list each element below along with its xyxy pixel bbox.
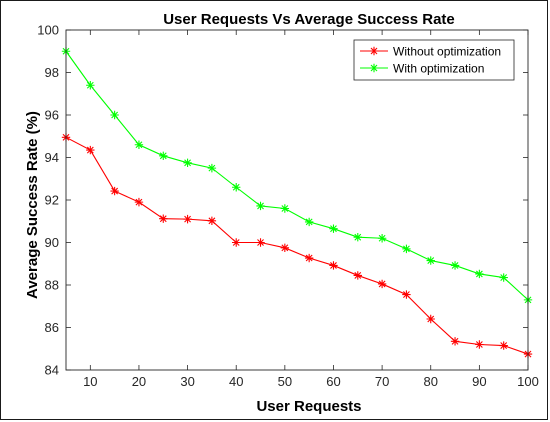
data-point-with-optimization [110, 110, 119, 120]
data-point-with-optimization [207, 163, 217, 173]
data-point-with-optimization [304, 217, 314, 227]
data-point-without-optimization [110, 186, 119, 196]
data-point-with-optimization [426, 256, 435, 265]
data-point-without-optimization [426, 314, 435, 324]
x-tick-label: 20 [132, 374, 146, 389]
data-point-with-optimization [329, 224, 338, 233]
data-point-with-optimization [86, 81, 95, 90]
data-point-with-optimization [353, 232, 362, 242]
series-line-without-optimization [65, 136, 529, 355]
data-point-without-optimization [402, 290, 411, 299]
x-axis-title: User Requests [256, 398, 361, 415]
data-point-without-optimization [280, 243, 290, 253]
data-point-without-optimization [232, 238, 241, 247]
data-point-without-optimization [134, 197, 144, 207]
data-point-with-optimization [159, 151, 168, 160]
x-tick-label: 30 [180, 374, 194, 389]
data-point-without-optimization [256, 238, 265, 247]
x-tick-label: 60 [326, 374, 340, 389]
legend-label-without-optimization: Without optimization [393, 44, 501, 58]
data-point-without-optimization [183, 214, 192, 224]
y-tick-label: 100 [37, 23, 59, 38]
legend-box [353, 39, 515, 81]
legend-marker-with-optimization [369, 63, 379, 73]
data-point-without-optimization [475, 340, 484, 349]
data-point-with-optimization [256, 201, 265, 211]
data-point-without-optimization [499, 341, 508, 350]
data-point-with-optimization [183, 158, 192, 168]
legend: Without optimization With optimization [353, 39, 515, 81]
data-point-without-optimization [207, 216, 217, 226]
data-point-without-optimization [86, 145, 95, 155]
data-point-without-optimization [353, 271, 362, 280]
data-point-with-optimization [232, 183, 241, 192]
x-tick-label: 100 [517, 374, 539, 389]
data-point-without-optimization [159, 214, 168, 223]
legend-marker-without-optimization [369, 46, 379, 56]
data-point-with-optimization [450, 261, 460, 270]
y-tick-label: 88 [45, 278, 59, 293]
x-tick-label: 40 [229, 374, 243, 389]
plot-area: 10 20 30 40 50 60 70 80 90 100 84 86 88 90 92 94 96 98 100 [37, 23, 539, 390]
y-tick-label: 86 [45, 320, 59, 335]
y-tick-label: 92 [45, 193, 59, 208]
data-point-with-optimization [280, 204, 290, 213]
data-point-with-optimization [134, 140, 144, 149]
data-point-without-optimization [377, 279, 387, 289]
x-tick-label: 80 [424, 374, 438, 389]
axes-box [65, 29, 529, 371]
data-point-with-optimization [377, 234, 387, 243]
series-line-with-optimization [65, 50, 529, 301]
legend-label-with-optimization: With optimization [393, 61, 484, 75]
data-point-without-optimization [450, 337, 460, 346]
y-tick-label: 94 [45, 150, 59, 165]
y-tick-label: 90 [45, 235, 59, 250]
x-tick-label: 10 [83, 374, 97, 389]
y-tick-label: 96 [45, 108, 59, 123]
data-point-without-optimization [304, 253, 314, 263]
data-point-with-optimization [475, 269, 484, 279]
x-tick-label: 70 [375, 374, 389, 389]
y-tick-label: 98 [45, 65, 59, 80]
y-tick-label: 84 [45, 363, 59, 378]
plot-background [66, 30, 528, 370]
data-point-without-optimization [329, 261, 338, 270]
chart-title: User Requests Vs Average Success Rate [163, 11, 455, 28]
x-tick-label: 90 [472, 374, 486, 389]
x-tick-label: 50 [278, 374, 292, 389]
data-point-with-optimization [402, 244, 411, 254]
y-axis-title: Average Success Rate (%) [24, 111, 41, 299]
data-point-with-optimization [499, 273, 508, 282]
